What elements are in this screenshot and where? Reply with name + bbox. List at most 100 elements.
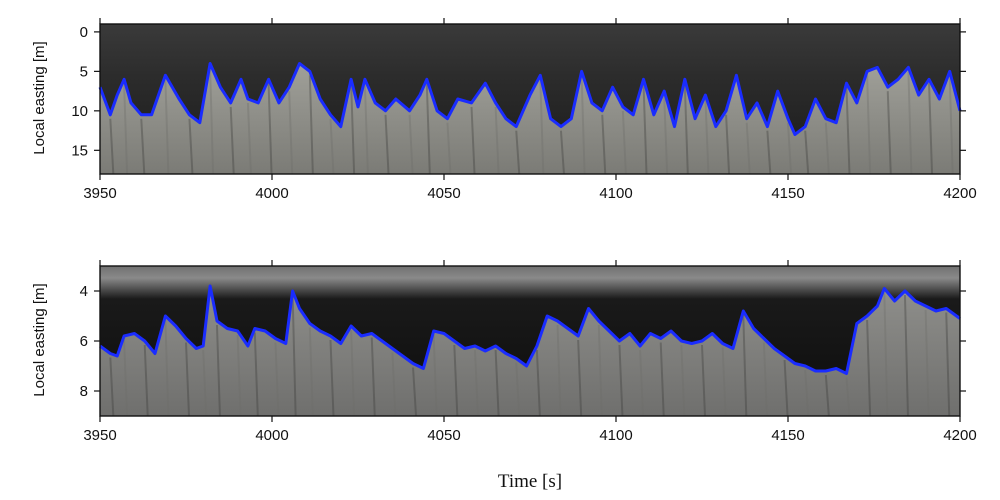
texture-stripe (291, 294, 297, 417)
bottom-panel-axes: 3950 4000 4050 4100 4150 4200 4 6 8 (80, 260, 977, 444)
texture-stripe (391, 352, 397, 417)
texture-stripe (597, 324, 603, 417)
texture-stripe (804, 369, 810, 417)
texture-stripe (704, 99, 710, 175)
texture-stripe (236, 334, 242, 417)
axes-frame (99, 23, 961, 175)
texture-stripe (470, 106, 476, 175)
texture-stripe (745, 122, 751, 175)
texture-stripe (928, 83, 934, 175)
texture-stripe (701, 344, 706, 417)
texture-stripe (453, 344, 459, 417)
texture-stripe (721, 347, 727, 417)
texture-stripe (109, 357, 115, 417)
texture-stripe (824, 122, 830, 175)
top-panel-y-axis-label: Local easting [m] (31, 41, 48, 154)
x-tick-label: 4100 (599, 185, 632, 202)
texture-stripe (123, 83, 129, 175)
texture-stripe (164, 79, 170, 175)
texture-stripe (515, 362, 521, 417)
texture-stripe (384, 114, 390, 175)
texture-stripe (924, 309, 930, 417)
texture-stripe (787, 122, 792, 175)
texture-stripe (539, 79, 545, 175)
texture-stripe (308, 327, 314, 417)
texture-stripe (766, 130, 772, 175)
texture-stripe (639, 349, 645, 417)
texture-stripe (659, 342, 665, 417)
texture-stripe (725, 114, 731, 175)
x-tick-label: 4200 (943, 185, 976, 202)
texture-stripe (945, 312, 951, 417)
texture-stripe (642, 83, 648, 175)
texture-stripe (762, 342, 768, 417)
texture-stripe (783, 359, 789, 417)
texture-stripe (683, 83, 689, 175)
texture-stripe (559, 130, 565, 175)
texture-stripe (535, 349, 541, 417)
top-panel: 3950 4000 4050 4100 4150 4200 0 5 10 15 Local eas… (31, 18, 977, 202)
texture-stripe (618, 344, 624, 417)
texture-stripe (140, 118, 146, 175)
texture-stripe (432, 334, 438, 417)
texture-stripe (580, 75, 586, 175)
texture-stripe (907, 71, 913, 175)
x-tick-label: 4000 (255, 427, 288, 444)
bottom-panel-shoreline-trace (99, 284, 961, 375)
x-tick-label: 4150 (771, 185, 804, 202)
texture-stripe (329, 118, 335, 175)
texture-stripe (473, 349, 479, 417)
texture-stripe (883, 292, 889, 417)
texture-stripe (886, 91, 892, 175)
texture-stripe (494, 349, 500, 417)
texture-stripe (412, 367, 418, 417)
texture-stripe (350, 329, 356, 417)
x-tick-label: 4200 (943, 427, 976, 444)
y-tick-label: 4 (80, 283, 88, 300)
texture-stripe (824, 374, 830, 417)
texture-stripe (363, 83, 369, 175)
bottom-panel-y-axis-label: Local easting [m] (31, 283, 48, 396)
texture-stripe (948, 75, 954, 175)
texture-stripe (209, 67, 215, 175)
texture-stripe (308, 75, 314, 175)
texture-stripe (164, 319, 170, 417)
texture-stripe (845, 377, 851, 417)
texture-stripe (601, 114, 607, 175)
texture-stripe (370, 337, 376, 417)
texture-stripe (621, 110, 627, 175)
texture-stripe (329, 339, 335, 417)
texture-stripe (680, 344, 686, 417)
bottom-panel-foreground-fill (100, 286, 960, 416)
texture-stripe (408, 114, 414, 175)
texture-stripe (123, 339, 129, 417)
texture-stripe (109, 118, 115, 175)
top-panel-foreground-fill (100, 63, 960, 174)
texture-stripe (246, 102, 252, 175)
texture-stripe (515, 130, 521, 175)
top-panel-shoreline-trace (98, 62, 962, 136)
texture-stripe (425, 83, 431, 175)
texture-stripe (866, 319, 872, 417)
texture-stripe (845, 87, 851, 175)
texture-stripe (494, 106, 500, 175)
texture-stripe (202, 349, 208, 417)
top-panel-axes: 3950 4000 4050 4100 4150 4200 0 5 10 15 (71, 18, 977, 202)
y-tick-label: 8 (80, 383, 88, 400)
texture-stripe (185, 342, 190, 417)
texture-stripe (804, 130, 810, 175)
texture-stripe (866, 75, 872, 175)
texture-stripe (274, 342, 280, 417)
y-tick-label: 6 (80, 333, 88, 350)
x-tick-label: 3950 (83, 427, 116, 444)
bottom-panel-x-axis-label: Time [s] (498, 471, 562, 492)
bottom-panel: 3950 4000 4050 4100 4150 4200 4 6 8 Local eastin… (31, 260, 977, 492)
texture-stripe (267, 83, 273, 175)
x-tick-label: 4000 (255, 185, 288, 202)
texture-stripe (215, 324, 221, 417)
texture-stripe (350, 83, 356, 175)
x-tick-label: 4100 (599, 427, 632, 444)
texture-stripe (663, 95, 669, 175)
x-tick-label: 4150 (771, 427, 804, 444)
